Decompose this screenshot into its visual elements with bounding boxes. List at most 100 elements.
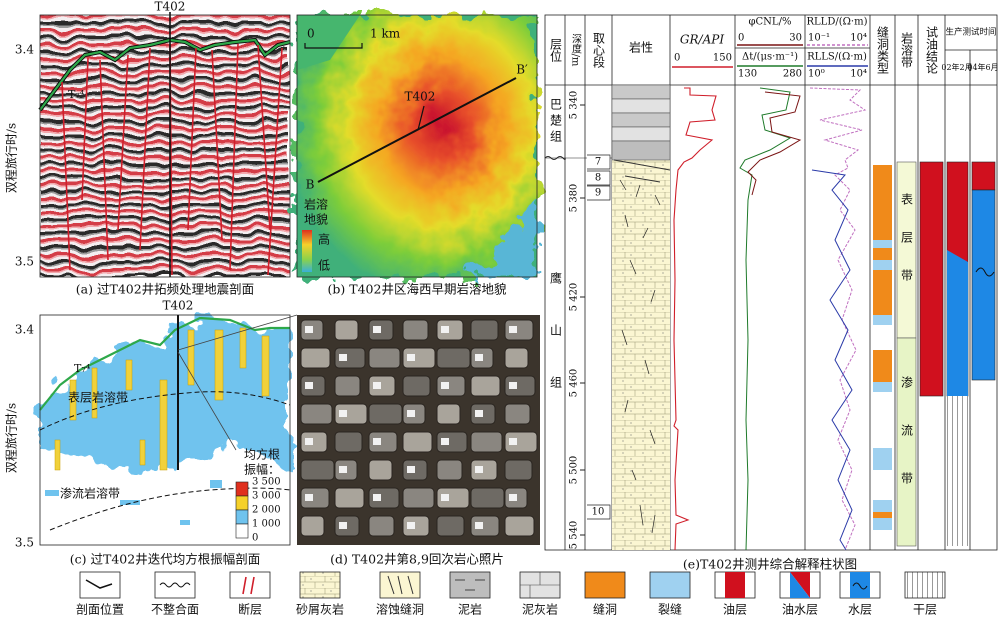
oil-water-layer xyxy=(947,250,968,396)
label: T₇⁴ xyxy=(68,88,85,101)
core-piece xyxy=(470,431,503,453)
depth-tick-label: 5 340 xyxy=(569,91,580,120)
label: 缝洞类型 xyxy=(876,25,890,74)
label: T₇⁴ xyxy=(74,362,91,375)
water-symbol xyxy=(975,267,995,277)
legend xyxy=(520,572,560,598)
label: 岩溶带 xyxy=(900,31,914,68)
legend xyxy=(790,572,810,598)
legend-label: 砂屑灰岩 xyxy=(296,602,344,617)
legend xyxy=(455,579,485,591)
label: GR/API xyxy=(680,33,724,47)
legend-labels: 剖面位置 不整合面 断层 砂屑灰岩 溶蚀缝洞 泥岩 泥灰岩 缝洞 裂缝 油层 油水层 水层 干层 xyxy=(76,602,937,617)
label: φCNL/% xyxy=(749,17,792,28)
core-tag xyxy=(441,326,449,333)
core-piece xyxy=(402,375,431,397)
mudstone xyxy=(611,84,671,161)
label: 岩溶 xyxy=(304,197,328,212)
core-tag xyxy=(339,354,347,361)
label: 双程旅行时/s xyxy=(4,123,19,193)
panel-e: 层位 深度/m 取心段 岩性 缝洞类型 岩溶带 试油结论 生产测试时间 02年2… xyxy=(544,14,999,572)
core-piece xyxy=(334,375,361,397)
mudstone xyxy=(611,126,671,142)
core-tag xyxy=(339,466,347,473)
gr-curve xyxy=(673,87,717,551)
fracture-types xyxy=(873,500,892,512)
core-piece xyxy=(504,515,535,537)
legend xyxy=(584,571,626,599)
core-bracket xyxy=(587,185,611,201)
core-tag xyxy=(509,382,517,389)
label: 试油结论 xyxy=(925,25,939,74)
core-pieces xyxy=(300,319,538,537)
core-piece xyxy=(334,431,363,453)
dt-curve xyxy=(739,87,792,551)
label: 04年6月 xyxy=(967,62,998,72)
horizon-t74 xyxy=(39,316,290,411)
core-piece xyxy=(402,431,433,453)
core-piece xyxy=(368,403,403,425)
legend-tick-label: 3 000 xyxy=(252,491,281,502)
label: 低 xyxy=(318,259,330,273)
dry-layer xyxy=(947,396,968,546)
legend-label: 剖面位置 xyxy=(76,602,124,617)
label: T402 xyxy=(155,0,186,14)
core-tag xyxy=(339,522,347,529)
core-label: 10 xyxy=(592,507,605,518)
legend xyxy=(299,571,341,599)
core-piece xyxy=(504,459,533,481)
label: 岩性 xyxy=(629,40,653,55)
core-piece xyxy=(368,459,393,481)
legend-label: 油水层 xyxy=(782,603,818,617)
label: 高 xyxy=(318,232,330,247)
depth-tick-label: 5 420 xyxy=(569,283,580,312)
rlls-curve xyxy=(811,169,853,551)
label: 巴楚组 xyxy=(549,98,563,146)
core-piece xyxy=(504,319,534,341)
label: 150 xyxy=(713,53,732,64)
label: Δt/(μs·m⁻¹) xyxy=(742,52,798,63)
label: (b) T402井区海西早期岩溶地貌 xyxy=(328,282,507,297)
label: RLLD/(Ω·m) xyxy=(807,17,868,28)
core-piece xyxy=(368,515,395,537)
core-piece xyxy=(402,319,429,341)
amplitude-peaks xyxy=(125,359,133,391)
label: RLLS/(Ω·m) xyxy=(807,52,867,63)
label: 02年2月 xyxy=(941,62,972,72)
core-piece xyxy=(300,487,330,509)
faults xyxy=(257,44,271,231)
section-line xyxy=(317,77,517,183)
label: 10⁴ xyxy=(850,33,867,44)
faults xyxy=(61,81,71,271)
legend-label: 泥岩 xyxy=(458,602,482,617)
core-piece xyxy=(436,319,464,341)
legend-tick-label: 0 xyxy=(252,533,258,544)
karst-zone-lower xyxy=(896,337,917,547)
core-piece xyxy=(470,459,498,481)
mudstone xyxy=(611,112,671,128)
core-tag xyxy=(373,382,381,389)
core-tag xyxy=(475,410,483,417)
panel-a: T402 3.4 3.5 T₇⁴ 双程旅行时/s (a) 过T402井拓频处理地… xyxy=(4,0,291,297)
amplitude-legend: 3 500 3 000 2 000 1 000 0 xyxy=(235,477,281,544)
core-tag xyxy=(305,326,313,333)
core-piece xyxy=(334,487,365,509)
lithology-boundary xyxy=(613,159,671,183)
core-tag xyxy=(441,382,449,389)
depth-ticks: 5 340 5 380 5 420 5 460 5 500 5 540 xyxy=(569,91,585,549)
label: (e)T402井测井综合解释柱状图 xyxy=(683,557,857,572)
faults xyxy=(61,43,283,276)
legend-label: 油层 xyxy=(723,603,747,617)
legend-swatch xyxy=(235,509,249,525)
core-piece xyxy=(470,319,499,341)
legend-tick-label: 1 000 xyxy=(252,519,281,530)
core-tag xyxy=(407,522,415,529)
rlld-curve xyxy=(809,87,867,551)
mudstone xyxy=(611,84,671,100)
legend xyxy=(85,579,113,589)
core-piece xyxy=(300,515,325,537)
relief-low xyxy=(470,200,537,277)
label: B′ xyxy=(516,63,528,77)
